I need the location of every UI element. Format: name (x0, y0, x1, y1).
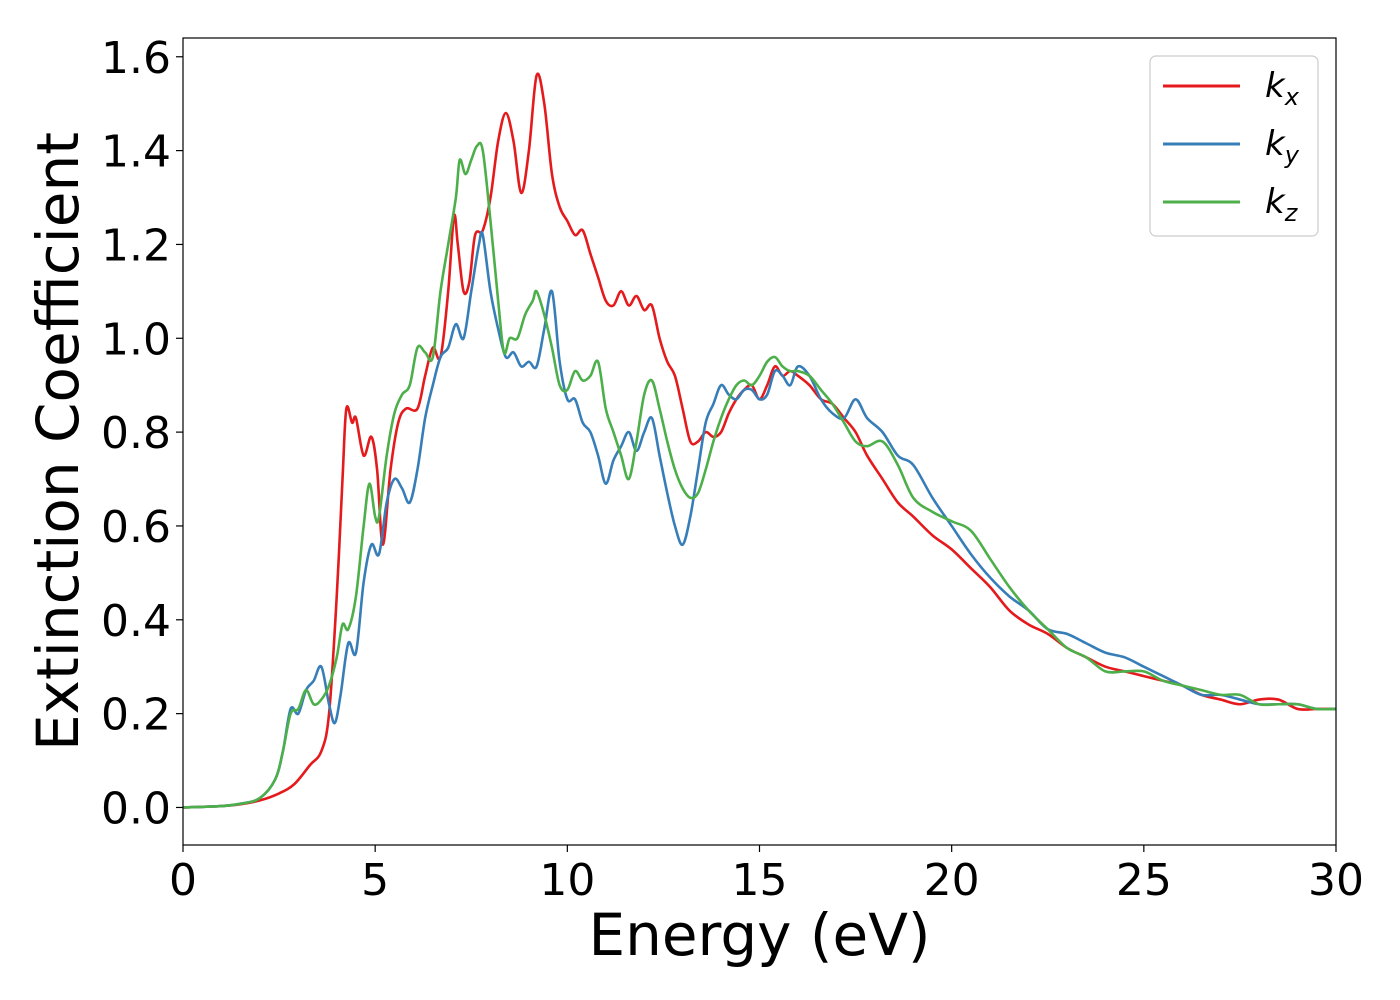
y-tick-label: 1.4 (101, 127, 171, 178)
y-tick-label: 1.0 (101, 314, 171, 365)
legend-label-z: kz (1265, 182, 1299, 227)
x-tick-label: 25 (1116, 855, 1172, 906)
y-tick-label: 0.2 (101, 690, 171, 741)
legend: kx ky kz (1149, 55, 1319, 237)
x-tick-label: 30 (1308, 855, 1364, 906)
y-tick-label: 1.6 (101, 33, 171, 84)
legend-label-y: ky (1265, 124, 1300, 169)
series-layer (183, 72, 1336, 809)
legend-label-x: kx (1265, 66, 1300, 111)
y-tick-label: 0.0 (101, 783, 171, 834)
x-tick-label: 5 (361, 855, 389, 906)
y-tick-label: 1.2 (101, 220, 171, 271)
series-line-x (183, 72, 1336, 809)
x-tick-label: 10 (539, 855, 595, 906)
x-axis-title: Energy (eV) (588, 901, 930, 969)
y-tick-label: 0.4 (101, 596, 171, 647)
series-line-z (183, 141, 1336, 809)
y-axis-title: Extinction Coefficient (24, 132, 92, 751)
y-tick-label: 0.6 (101, 502, 171, 553)
x-tick-label: 15 (732, 855, 788, 906)
y-tick-label: 0.8 (101, 408, 171, 459)
x-tick-label: 20 (924, 855, 980, 906)
y-axis-ticks: 0.0 0.2 0.4 0.6 0.8 1.0 1.2 1.4 1.6 (101, 33, 183, 834)
x-axis-ticks: 0 5 10 15 20 25 30 (169, 845, 1364, 906)
series-line-y (183, 230, 1336, 809)
legend-box (1149, 55, 1319, 237)
x-tick-label: 0 (169, 855, 197, 906)
